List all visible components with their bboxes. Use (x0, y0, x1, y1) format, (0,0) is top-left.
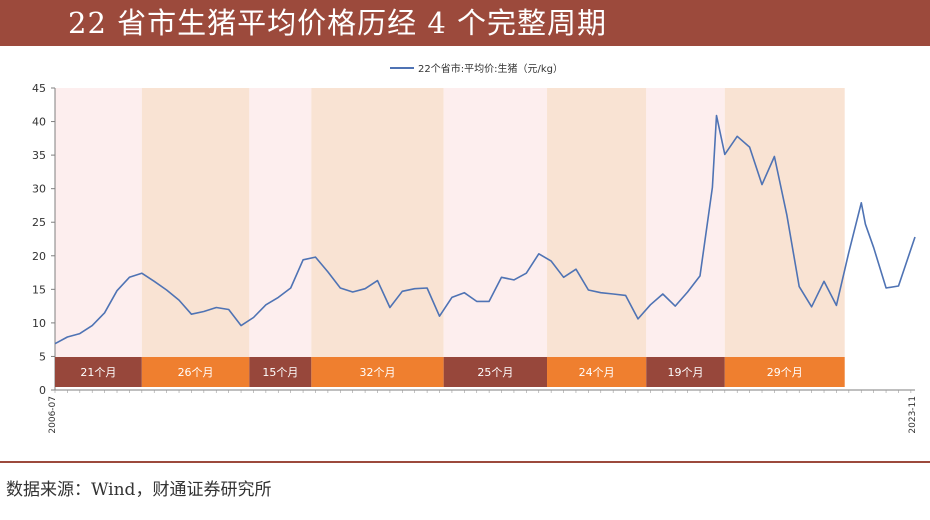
y-tick-label: 40 (32, 116, 46, 129)
divider-line (0, 461, 930, 463)
chart-container: 0 5 10 15 20 25 30 35 40 45 2006-07 2023-11 21个月 26个月… (0, 50, 930, 450)
cycle-box-7 (646, 357, 725, 387)
cycle-label-4: 32个月 (360, 366, 396, 379)
cycle-label-1: 21个月 (80, 366, 116, 379)
cycle-box-2 (141, 357, 250, 387)
y-tick-label: 5 (39, 350, 46, 363)
x-tick-label: 2006-07 (48, 396, 58, 434)
cycle-band-4 (311, 88, 444, 357)
cycle-label-6: 24个月 (579, 366, 615, 379)
cycle-box-4 (311, 357, 444, 387)
cycle-label-8: 29个月 (767, 366, 803, 379)
cycle-label-7: 19个月 (668, 366, 704, 379)
cycle-box-8 (724, 357, 845, 387)
y-tick-label: 25 (32, 216, 46, 229)
cycle-box-6 (547, 357, 647, 387)
y-tick-label: 20 (32, 250, 46, 263)
price-line-chart: 0 5 10 15 20 25 30 35 40 45 2006-07 2023-11 21个月 26个月… (32, 62, 918, 434)
y-tick-label: 0 (39, 384, 46, 397)
page-title: 22 省市生猪平均价格历经 4 个完整周期 (68, 6, 608, 40)
cycle-label-2: 26个月 (178, 366, 214, 379)
y-tick-label: 10 (32, 317, 46, 330)
cycle-band-5 (443, 88, 548, 357)
x-tick-label: 2023-11 (908, 396, 918, 434)
title-bar: 22 省市生猪平均价格历经 4 个完整周期 (0, 0, 930, 46)
y-tick-label: 30 (32, 183, 46, 196)
cycle-band-8 (724, 88, 845, 357)
cycle-label-3: 15个月 (262, 366, 298, 379)
y-tick-label: 35 (32, 149, 46, 162)
legend-label: 22个省市:平均价:生猪（元/kg） (418, 62, 563, 75)
cycle-band-6 (547, 88, 647, 357)
cycle-band-3 (249, 88, 312, 357)
cycle-band-1 (55, 88, 142, 357)
cycle-band-7 (646, 88, 725, 357)
series-line-hog-price (54, 114, 916, 345)
cycle-box-1 (55, 357, 142, 387)
source-note: 数据来源：Wind，财通证券研究所 (6, 480, 272, 500)
y-tick-label: 45 (32, 82, 46, 95)
cycle-box-5 (443, 357, 548, 387)
cycle-label-5: 25个月 (477, 366, 513, 379)
y-tick-label: 15 (32, 283, 46, 296)
cycle-box-3 (249, 357, 312, 387)
